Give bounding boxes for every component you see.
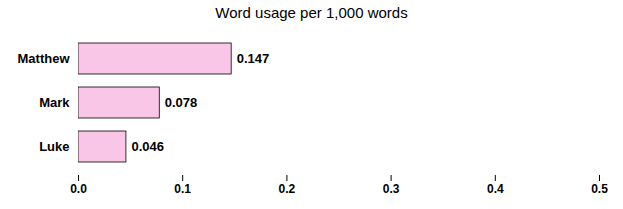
svg-text:0.147: 0.147 bbox=[236, 51, 270, 67]
svg-text:Mark: Mark bbox=[39, 95, 70, 110]
svg-text:0.2: 0.2 bbox=[279, 182, 296, 196]
svg-text:0.1: 0.1 bbox=[174, 182, 191, 196]
svg-text:0.046: 0.046 bbox=[131, 139, 164, 154]
svg-text:0.0: 0.0 bbox=[70, 182, 87, 196]
html-text:Word usage per 1,000 words: Word usage per 1,000 words bbox=[215, 4, 408, 21]
svg-text:0.3: 0.3 bbox=[383, 182, 400, 196]
svg-text:Luke: Luke bbox=[39, 139, 69, 154]
svg-text:0.078: 0.078 bbox=[165, 95, 198, 110]
svg-text:Matthew: Matthew bbox=[18, 51, 71, 66]
svg-text:0.5: 0.5 bbox=[591, 182, 608, 196]
svg-text:0.4: 0.4 bbox=[487, 182, 504, 196]
